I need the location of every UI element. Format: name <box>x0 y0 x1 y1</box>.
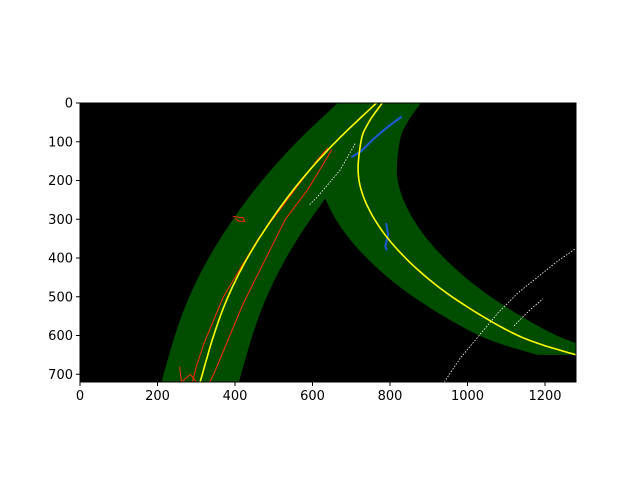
axes: 0 200 400 600 800 1000 1200 0 100 200 300 400 500 600… <box>48 97 561 405</box>
right-lane-fit-line <box>357 103 576 356</box>
y-tick-label: 200 <box>48 174 73 189</box>
right-lane-pixels-1 <box>384 222 390 251</box>
left-lane-pixels-1 <box>209 149 333 382</box>
y-tick-label: 700 <box>48 368 73 383</box>
left-lane-fit-line <box>199 103 377 382</box>
left-lane-search-window <box>161 103 416 382</box>
y-tick-label: 0 <box>65 97 73 112</box>
x-tick-label: 800 <box>378 389 403 404</box>
x-tick-label: 1000 <box>451 389 484 404</box>
y-tick-label: 500 <box>48 290 73 305</box>
noise-pixels-1 <box>443 247 576 382</box>
x-tick-label: 600 <box>300 389 325 404</box>
x-tick-label: 200 <box>145 389 170 404</box>
x-tick-label: 0 <box>76 389 84 404</box>
y-tick-label: 100 <box>48 135 73 150</box>
left-lane-pixels-3 <box>179 366 197 382</box>
x-tick-label: 400 <box>223 389 248 404</box>
y-tick-label: 400 <box>48 252 73 267</box>
plot-frame <box>79 102 577 383</box>
y-tick-label: 300 <box>48 213 73 228</box>
x-tick-label: 1200 <box>528 389 561 404</box>
y-tick-label: 600 <box>48 329 73 344</box>
noise-pixels-0 <box>308 143 356 206</box>
left-lane-pixels-2 <box>233 216 246 222</box>
right-lane-search-window <box>319 103 576 355</box>
plot-area <box>161 103 576 382</box>
right-lane-pixels-0 <box>350 115 403 159</box>
noise-pixels-2 <box>513 298 544 327</box>
